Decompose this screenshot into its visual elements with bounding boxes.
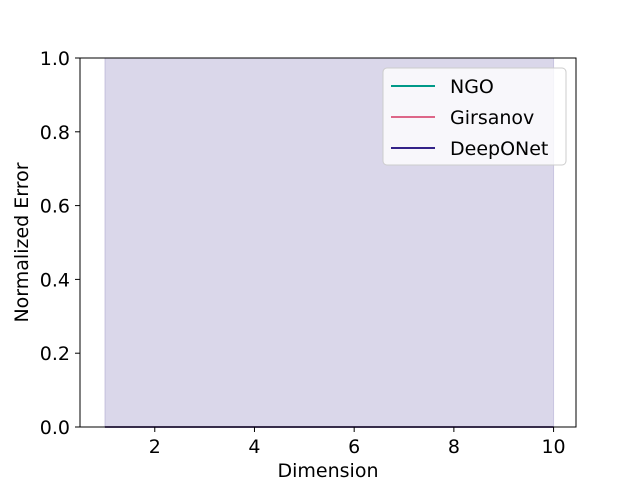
y-tick-label: 0.4 xyxy=(40,269,70,291)
x-tick-label: 4 xyxy=(248,436,260,458)
y-axis-ticks: 0.0 0.2 0.4 0.6 0.8 1.0 xyxy=(40,48,80,439)
legend-label-ngo: NGO xyxy=(450,76,494,98)
legend-box xyxy=(382,67,567,166)
y-tick-label: 0.8 xyxy=(40,122,70,144)
y-tick-label: 0.2 xyxy=(40,343,70,365)
x-axis-label: Dimension xyxy=(278,460,379,480)
legend: NGO Girsanov DeepONet xyxy=(382,67,567,166)
legend-label-deeponet: DeepONet xyxy=(450,138,548,160)
y-axis-label: Normalized Error xyxy=(11,162,33,322)
y-tick-label: 1.0 xyxy=(40,48,70,70)
axes-frame xyxy=(79,57,577,428)
x-tick-label: 10 xyxy=(541,436,565,458)
y-tick-label: 0.0 xyxy=(40,417,70,439)
y-tick-label: 0.6 xyxy=(40,196,70,218)
x-tick-label: 2 xyxy=(149,436,161,458)
x-tick-label: 8 xyxy=(448,436,460,458)
x-tick-label: 6 xyxy=(348,436,360,458)
legend-label-girsanov: Girsanov xyxy=(450,107,534,129)
x-axis-ticks: 2 4 6 8 10 xyxy=(149,427,566,458)
